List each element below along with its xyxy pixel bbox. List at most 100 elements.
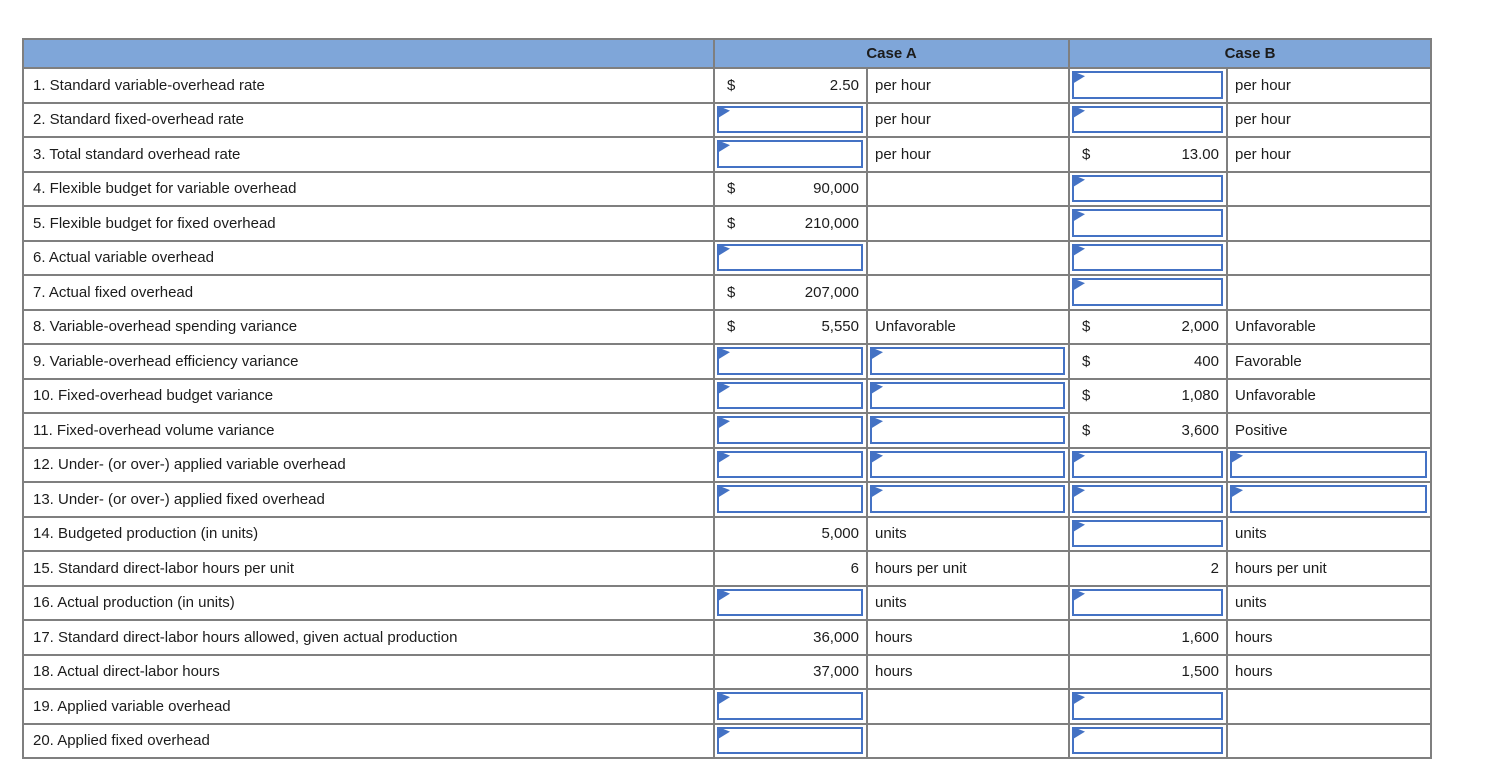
case-b-row-4-value-input[interactable]: [1072, 174, 1223, 202]
table-row: 18. Actual direct-labor hours 37,000 hours…: [22, 653, 1433, 690]
header-row: Case A Case B: [22, 38, 1433, 69]
unit-label: units: [875, 594, 907, 612]
cell-value: 6: [850, 559, 859, 577]
case-b-row-13-unit-input[interactable]: [1230, 485, 1428, 513]
unit-cell: [866, 205, 1070, 242]
unit-label: per hour: [875, 111, 931, 129]
case-a-row-9-unit-input[interactable]: [870, 347, 1065, 375]
case-a-row-11-unit-input[interactable]: [870, 416, 1065, 444]
case-a-row-2-value-input[interactable]: [717, 105, 863, 133]
unit-label: per hour: [1235, 111, 1291, 129]
value-cell: [1068, 205, 1228, 242]
unit-cell: [1225, 722, 1433, 759]
unit-label: hours: [875, 663, 913, 681]
case-a-row-11-value-input[interactable]: [717, 416, 863, 444]
value-cell: [1068, 584, 1228, 621]
case-a-row-12-unit-input[interactable]: [870, 450, 1065, 478]
case-a-row-12-value-input[interactable]: [717, 450, 863, 478]
case-a-row-10-value-input[interactable]: [717, 381, 863, 409]
unit-cell: hours: [1225, 653, 1433, 690]
cell-value: 2.50: [829, 76, 859, 94]
table-row: 16. Actual production (in units) units uni…: [22, 584, 1433, 621]
cell-value: 36,000: [813, 628, 859, 646]
case-a-row-6-value-input[interactable]: [717, 243, 863, 271]
case-b-row-12-unit-input[interactable]: [1230, 450, 1428, 478]
response-flag-icon: [1072, 692, 1085, 706]
unit-label: per hour: [1235, 145, 1291, 163]
unit-cell: hours per unit: [1225, 550, 1433, 587]
response-flag-icon: [717, 485, 730, 499]
case-b-row-5-value-input[interactable]: [1072, 209, 1223, 237]
unit-cell: [1225, 205, 1433, 242]
unit-cell: per hour: [866, 136, 1070, 173]
case-b-row-19-value-input[interactable]: [1072, 692, 1223, 720]
unit-cell: hours: [1225, 619, 1433, 656]
unit-cell: hours per unit: [866, 550, 1070, 587]
unit-label: units: [1235, 594, 1267, 612]
row-label-cell: 1. Standard variable-overhead rate: [22, 67, 715, 104]
header-case-a: Case A: [713, 38, 1070, 69]
case-a-row-10-unit-input[interactable]: [870, 381, 1065, 409]
value-cell: $2,000: [1068, 308, 1228, 345]
case-b-row-6-value-input[interactable]: [1072, 243, 1223, 271]
value-cell: 37,000: [713, 653, 868, 690]
response-flag-icon: [717, 381, 730, 395]
value-cell: [713, 412, 868, 449]
overhead-worksheet: Case A Case B 1. Standard variable-overh…: [22, 38, 1433, 759]
unit-label: hours: [1235, 628, 1273, 646]
value-cell: [713, 481, 868, 518]
cell-value: 210,000: [804, 214, 859, 232]
unit-cell: [866, 722, 1070, 759]
response-flag-icon: [870, 347, 883, 361]
unit-label: Unfavorable: [1235, 318, 1316, 336]
response-flag-icon: [717, 588, 730, 602]
response-flag-icon: [717, 105, 730, 119]
case-a-row-13-unit-input[interactable]: [870, 485, 1065, 513]
unit-cell: [866, 239, 1070, 276]
case-b-row-20-value-input[interactable]: [1072, 726, 1223, 754]
case-a-row-3-value-input[interactable]: [717, 140, 863, 168]
unit-cell: Favorable: [1225, 343, 1433, 380]
row-label-cell: 5. Flexible budget for fixed overhead: [22, 205, 715, 242]
unit-cell: units: [866, 584, 1070, 621]
row-label-cell: 3. Total standard overhead rate: [22, 136, 715, 173]
overhead-cases-table: Case A Case B 1. Standard variable-overh…: [22, 38, 1433, 759]
dollar-sign: $: [727, 76, 736, 94]
case-a-row-19-value-input[interactable]: [717, 692, 863, 720]
unit-label: hours: [1235, 663, 1273, 681]
response-flag-icon: [1072, 243, 1085, 257]
case-b-row-1-value-input[interactable]: [1072, 71, 1223, 99]
dollar-sign: $: [1082, 145, 1091, 163]
dollar-sign: $: [1082, 421, 1091, 439]
cell-value: 207,000: [804, 283, 859, 301]
case-a-row-20-value-input[interactable]: [717, 726, 863, 754]
unit-label: units: [1235, 525, 1267, 543]
value-cell: $207,000: [713, 274, 868, 311]
unit-cell: [1225, 274, 1433, 311]
case-b-row-7-value-input[interactable]: [1072, 278, 1223, 306]
value-cell: 2: [1068, 550, 1228, 587]
case-a-row-9-value-input[interactable]: [717, 347, 863, 375]
response-flag-icon: [1072, 588, 1085, 602]
case-b-row-2-value-input[interactable]: [1072, 105, 1223, 133]
value-cell: [1068, 239, 1228, 276]
unit-cell: Unfavorable: [1225, 308, 1433, 345]
table-row: 15. Standard direct-labor hours per unit…: [22, 550, 1433, 587]
case-b-row-14-value-input[interactable]: [1072, 519, 1223, 547]
case-a-row-16-value-input[interactable]: [717, 588, 863, 616]
dollar-sign: $: [1082, 318, 1091, 336]
value-cell: [713, 377, 868, 414]
unit-label: per hour: [875, 76, 931, 94]
row-label-cell: 8. Variable-overhead spending variance: [22, 308, 715, 345]
case-b-row-13-value-input[interactable]: [1072, 485, 1223, 513]
unit-cell: per hour: [866, 67, 1070, 104]
case-b-row-12-value-input[interactable]: [1072, 450, 1223, 478]
dollar-sign: $: [1082, 352, 1091, 370]
case-a-row-13-value-input[interactable]: [717, 485, 863, 513]
case-b-row-16-value-input[interactable]: [1072, 588, 1223, 616]
table-row: 1. Standard variable-overhead rate $2.50 p…: [22, 67, 1433, 104]
dollar-sign: $: [727, 180, 736, 198]
cell-value: 2: [1210, 559, 1219, 577]
row-label-cell: 2. Standard fixed-overhead rate: [22, 101, 715, 138]
value-cell: [1068, 274, 1228, 311]
